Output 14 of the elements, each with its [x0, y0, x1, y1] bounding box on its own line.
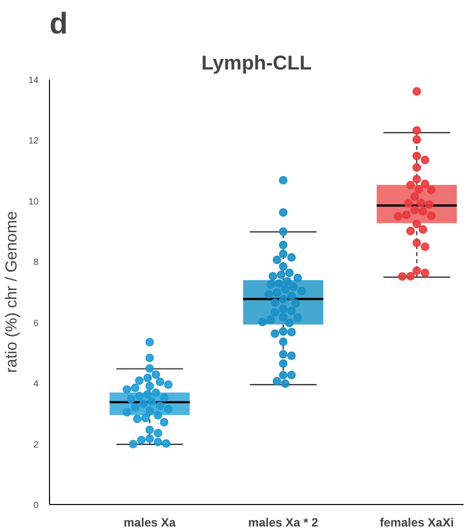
- y-tick-label: 12: [28, 136, 39, 146]
- y-axis-title: ratio (%) chr / Genome: [3, 210, 20, 373]
- y-tick-label: 10: [28, 196, 39, 206]
- x-tick-label: females XaXi: [380, 516, 454, 530]
- y-tick-label: 14: [28, 75, 39, 85]
- y-tick-label: 4: [33, 378, 39, 389]
- chart-title: Lymph-CLL: [201, 52, 312, 74]
- x-tick-label: males Xa * 2: [248, 516, 319, 530]
- y-tick-label: 2: [33, 439, 39, 450]
- text: d: [50, 8, 68, 40]
- y-tick-label: 0: [33, 500, 39, 510]
- x-tick-label: males Xa: [124, 516, 176, 530]
- y-tick-label: 6: [33, 318, 39, 328]
- y-tick-label: 8: [33, 257, 39, 268]
